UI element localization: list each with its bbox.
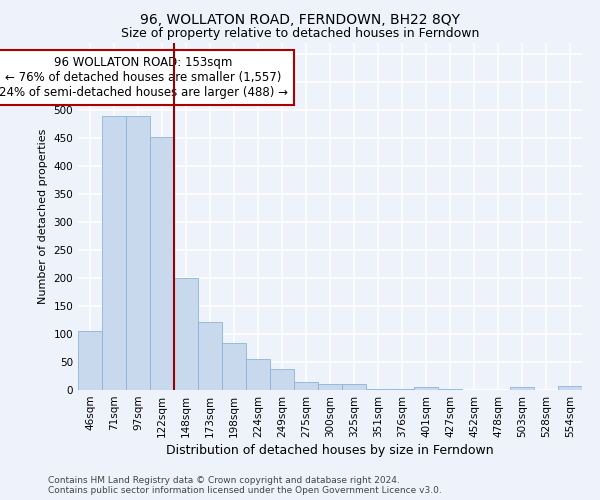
Text: 96, WOLLATON ROAD, FERNDOWN, BH22 8QY: 96, WOLLATON ROAD, FERNDOWN, BH22 8QY — [140, 12, 460, 26]
Bar — [318, 384, 342, 390]
Bar — [174, 278, 198, 390]
Bar — [150, 136, 174, 390]
Text: Contains HM Land Registry data © Crown copyright and database right 2024.
Contai: Contains HM Land Registry data © Crown c… — [48, 476, 442, 495]
Bar — [558, 386, 582, 390]
Bar — [342, 384, 366, 390]
Text: 96 WOLLATON ROAD: 153sqm
← 76% of detached houses are smaller (1,557)
24% of sem: 96 WOLLATON ROAD: 153sqm ← 76% of detach… — [0, 56, 288, 100]
X-axis label: Distribution of detached houses by size in Ferndown: Distribution of detached houses by size … — [166, 444, 494, 457]
Bar — [246, 359, 270, 390]
Bar — [270, 370, 294, 390]
Text: Size of property relative to detached houses in Ferndown: Size of property relative to detached ho… — [121, 28, 479, 40]
Bar — [510, 386, 534, 390]
Y-axis label: Number of detached properties: Number of detached properties — [38, 128, 48, 304]
Bar — [366, 389, 390, 390]
Bar — [78, 331, 102, 390]
Bar — [414, 387, 438, 390]
Bar — [198, 322, 222, 390]
Bar — [222, 344, 246, 390]
Bar — [126, 116, 150, 390]
Bar — [294, 382, 318, 390]
Bar — [102, 116, 126, 390]
